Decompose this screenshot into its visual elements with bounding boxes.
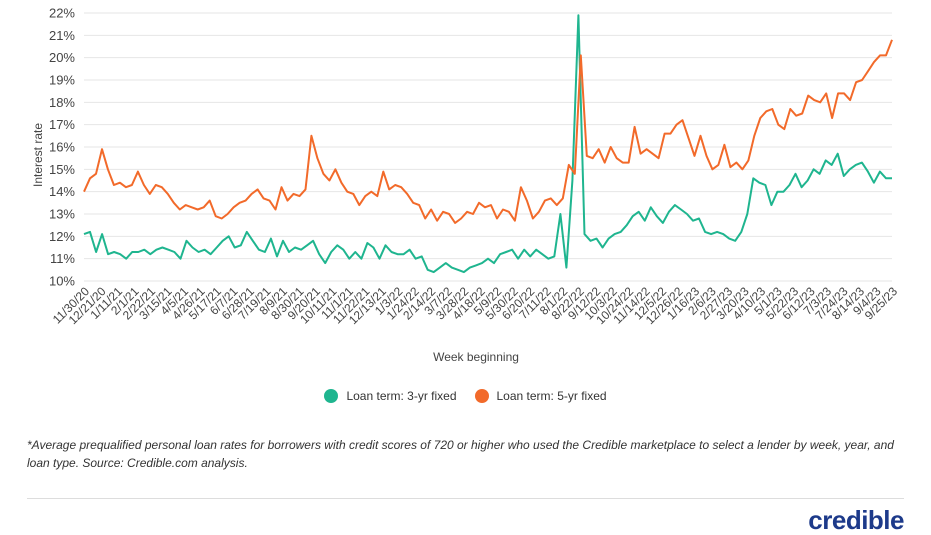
- series-line-5yr-fixed: [83, 39, 893, 224]
- y-tick-label: 15%: [49, 162, 75, 177]
- y-tick-label: 13%: [49, 207, 75, 222]
- chart-legend: Loan term: 3-yr fixed Loan term: 5-yr fi…: [0, 389, 931, 403]
- y-tick-label: 19%: [49, 73, 75, 88]
- legend-item-3yr[interactable]: Loan term: 3-yr fixed: [324, 389, 457, 403]
- y-tick-label: 17%: [49, 117, 75, 132]
- y-tick-label: 18%: [49, 95, 75, 110]
- gridlines: [84, 12, 892, 282]
- legend-label-5yr: Loan term: 5-yr fixed: [496, 389, 607, 403]
- y-tick-label: 20%: [49, 50, 75, 65]
- y-axis-label: Interest rate: [31, 123, 45, 187]
- y-tick-label: 16%: [49, 140, 75, 155]
- legend-item-5yr[interactable]: Loan term: 5-yr fixed: [474, 389, 607, 403]
- series-line-3yr-fixed: [83, 14, 892, 274]
- y-axis-ticks: 10% 11% 12% 13% 14% 15% 16% 17% 18% 19% 20% 21% 22%: [49, 6, 75, 289]
- legend-swatch-3yr: [324, 389, 339, 403]
- y-tick-label: 12%: [49, 229, 75, 244]
- y-tick-label: 11%: [50, 251, 75, 266]
- line-chart: 10%11%12%13%14%15%16%17%18%19%20%21%22% …: [31, 6, 901, 365]
- legend-swatch-5yr: [474, 389, 489, 403]
- credible-logo[interactable]: credible: [808, 505, 904, 535]
- y-tick-label: 10%: [49, 274, 75, 289]
- y-tick-label: 21%: [49, 28, 75, 43]
- footnote: *Average prequalified personal loan rate…: [27, 438, 894, 470]
- x-axis-label: Week beginning: [433, 350, 519, 364]
- x-axis-ticks: 11/30/2012/21/201/11/212/1/212/22/213/15…: [50, 284, 901, 327]
- y-tick-label: 22%: [49, 6, 75, 21]
- divider: [27, 498, 904, 499]
- legend-label-3yr: Loan term: 3-yr fixed: [346, 389, 457, 403]
- y-tick-label: 14%: [49, 184, 75, 199]
- series-lines: [83, 14, 893, 274]
